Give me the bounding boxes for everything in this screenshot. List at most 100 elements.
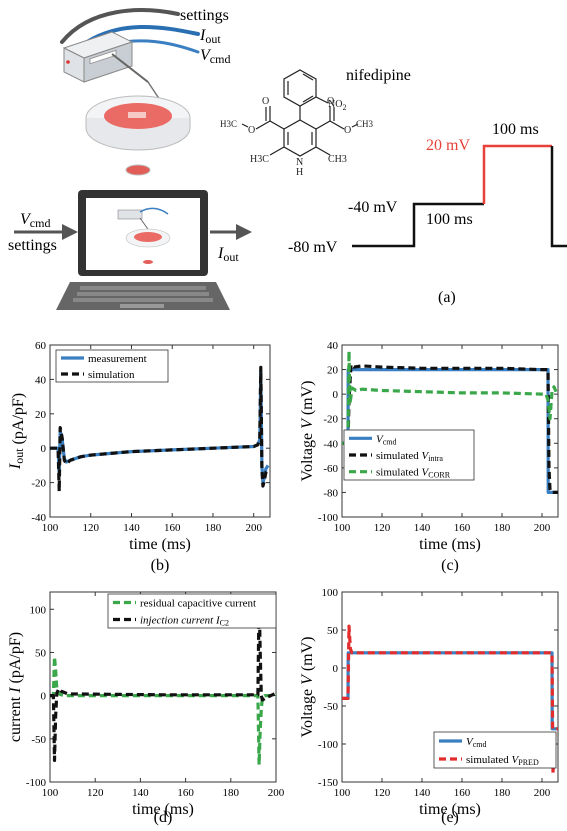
laptop-iout-label: Iout xyxy=(217,245,239,264)
x-tick-label: 180 xyxy=(205,522,222,534)
y-tick-label: 40 xyxy=(327,340,339,352)
duration-2: 100 ms xyxy=(492,121,539,138)
nifedipine-structure xyxy=(241,69,359,157)
y-tick-label: 100 xyxy=(30,604,47,616)
svg-text:O: O xyxy=(248,125,255,136)
y-tick-label: -40 xyxy=(323,438,338,450)
x-axis-label: time (ms) xyxy=(129,536,191,553)
svg-text:CH3: CH3 xyxy=(356,119,374,129)
x-tick-label: 140 xyxy=(123,522,140,534)
ch3-right-label: CH3 xyxy=(328,154,347,165)
x-tick-label: 200 xyxy=(534,787,551,799)
y-tick-label: -50 xyxy=(31,734,46,746)
panel-a: settings Iout Vcmd Vcmd settings Iout xyxy=(8,7,567,310)
y-tick-label: -80 xyxy=(323,487,338,499)
x-tick-label: 200 xyxy=(245,522,262,534)
panel-caption: (b) xyxy=(151,557,170,574)
x-tick-label: 140 xyxy=(414,522,431,534)
x-tick-label: 100 xyxy=(42,522,59,534)
y-axis-label: Iout (pA/pF) xyxy=(7,393,27,470)
x-tick-label: 100 xyxy=(334,522,351,534)
duration-1: 100 ms xyxy=(426,211,473,228)
chart-e: 100 120 140 160 180 200 -150 -100 -50 0 50 100 time … xyxy=(299,587,559,826)
protocol-step-20mv xyxy=(482,144,552,204)
panel-caption: (c) xyxy=(441,557,459,574)
y-tick-label: 60 xyxy=(35,340,47,352)
y-axis-label: Voltage V (mV) xyxy=(299,636,316,737)
ch3-left-label: H3C xyxy=(250,154,269,165)
svg-text:H3C: H3C xyxy=(220,119,237,129)
legend-entry-2: simulated VCORR xyxy=(376,467,451,480)
setup-settings-label: settings xyxy=(180,7,229,24)
legend-box xyxy=(107,593,277,629)
y-axis-label: Voltage V (mV) xyxy=(299,380,316,481)
legend-entry-1: simulated VPRED xyxy=(466,754,539,767)
setup-iout-label: Iout xyxy=(199,27,221,46)
x-tick-label: 200 xyxy=(534,522,551,534)
x-tick-label: 120 xyxy=(87,787,104,799)
y-tick-label: 50 xyxy=(327,625,339,637)
legend-entry-0: residual capacitive current xyxy=(140,598,256,610)
keyboard xyxy=(73,286,213,302)
series-line-1 xyxy=(50,594,276,762)
nh-label: H xyxy=(296,167,303,178)
panel-caption: (e) xyxy=(441,809,459,826)
n-label: N xyxy=(296,157,303,168)
svg-text:O: O xyxy=(327,96,334,107)
legend-box xyxy=(433,731,557,769)
level-minus40: -40 mV xyxy=(348,199,398,216)
x-tick-label: 120 xyxy=(374,787,391,799)
arrow-out xyxy=(210,224,252,240)
x-tick-label: 160 xyxy=(454,522,471,534)
y-axis-label: current I (pA/pF) xyxy=(7,632,24,742)
y-tick-label: 0 xyxy=(333,389,339,401)
y-tick-label: -100 xyxy=(26,777,47,789)
legend-entry-0: Vcmd xyxy=(466,736,487,749)
x-tick-label: 180 xyxy=(494,522,511,534)
laptop-vcmd-label: Vcmd xyxy=(20,211,50,230)
level-20: 20 mV xyxy=(426,137,470,154)
laptop xyxy=(56,190,230,310)
setup-vcmd-label: Vcmd xyxy=(200,47,230,66)
svg-text:O: O xyxy=(344,125,351,136)
drug-name: nifedipine xyxy=(346,67,411,84)
svg-text:O: O xyxy=(262,96,269,107)
y-tick-label: 0 xyxy=(41,443,47,455)
petri-dish xyxy=(85,95,191,151)
nifedipine-atoms: O O O O H3C CH3 H3C CH3 N H NO2 xyxy=(220,96,374,178)
legend-entry-0: Vcmd xyxy=(376,433,397,446)
y-tick-label: 20 xyxy=(327,365,339,377)
panel-caption: (d) xyxy=(154,809,173,826)
legend-box xyxy=(55,349,169,383)
legend-entry-1: simulated Vintra xyxy=(376,450,443,463)
x-tick-label: 140 xyxy=(132,787,149,799)
x-axis-label: time (ms) xyxy=(132,801,194,818)
svg-text:NO2: NO2 xyxy=(328,99,346,112)
x-tick-label: 100 xyxy=(334,787,351,799)
arrow-in xyxy=(14,224,78,240)
y-tick-label: 20 xyxy=(35,409,47,421)
x-tick-label: 160 xyxy=(454,787,471,799)
x-axis-label: time (ms) xyxy=(419,801,481,818)
cell-sample xyxy=(125,164,151,176)
legend-entry-1: simulation xyxy=(88,369,135,381)
y-tick-label: -40 xyxy=(31,512,46,524)
y-tick-label: -50 xyxy=(323,701,338,713)
y-tick-label: 50 xyxy=(35,647,47,659)
series-line-0 xyxy=(50,655,276,767)
chart-c: 100 120 140 160 180 200 -100 -80 -60 -40 -20 0 20 40 t… xyxy=(299,340,559,574)
y-tick-label: -60 xyxy=(323,463,338,475)
x-tick-label: 160 xyxy=(164,522,181,534)
caption-a: (a) xyxy=(438,289,456,306)
y-tick-label: -150 xyxy=(318,777,339,789)
level-minus80: -80 mV xyxy=(288,239,338,256)
y-tick-label: -100 xyxy=(318,512,339,524)
x-tick-label: 180 xyxy=(494,787,511,799)
chart-b: 100 120 140 160 180 200 -40 -20 0 20 40 60 time (ms)… xyxy=(7,340,271,574)
y-tick-label: 0 xyxy=(333,663,339,675)
x-tick-label: 200 xyxy=(268,787,284,799)
x-tick-label: 140 xyxy=(414,787,431,799)
y-tick-label: 100 xyxy=(322,587,339,599)
x-tick-label: 120 xyxy=(374,522,391,534)
legend-entry-0: measurement xyxy=(88,353,147,365)
